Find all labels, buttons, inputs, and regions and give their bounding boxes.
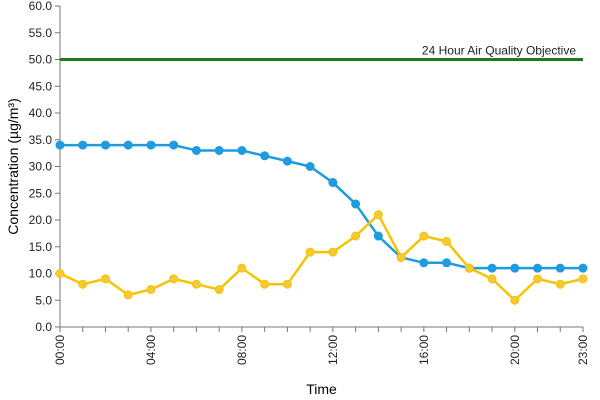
series-1-point [123, 140, 133, 150]
series-2-point [351, 231, 361, 241]
y-tick-label: 30.0 [29, 160, 53, 174]
y-axis-title: Concentration (µg/m³) [5, 98, 21, 234]
series-2-point [487, 274, 497, 284]
y-tick-label: 35.0 [29, 133, 53, 147]
series-1-point [260, 151, 270, 161]
series-1-point [191, 145, 201, 155]
x-tick-label: 12:00 [326, 335, 340, 365]
series-2 [55, 210, 588, 305]
series-1-point [442, 258, 452, 268]
series-2-point [442, 236, 452, 246]
x-tick-label: 23:00 [576, 335, 590, 365]
series-2-point [146, 285, 156, 295]
series-2-point [260, 279, 270, 289]
series-1-point [305, 162, 315, 171]
series-2-point [533, 274, 543, 284]
series-2-line [58, 213, 585, 302]
x-tick-label: 16:00 [417, 335, 431, 365]
series-1-point [78, 140, 88, 150]
series-2-point [373, 210, 383, 220]
series-2-point [123, 290, 133, 300]
series-1-point [282, 156, 292, 166]
series-2-point [328, 247, 338, 257]
series-1-point [555, 263, 565, 273]
series-1 [55, 140, 588, 273]
series-2-point [237, 263, 247, 273]
reference-line-label: 24 Hour Air Quality Objective [422, 44, 576, 58]
x-tick-label: 00:00 [53, 335, 67, 365]
x-tick-label: 04:00 [144, 335, 158, 365]
series-2-point [396, 252, 406, 262]
y-tick-label: 5.0 [35, 293, 52, 307]
series-1-point [55, 140, 65, 150]
series-1-point [487, 263, 497, 273]
series-2-point [100, 274, 110, 284]
series-1-point [146, 140, 156, 150]
x-axis-title: Time [306, 381, 337, 397]
y-tick-label: 60.0 [29, 0, 53, 13]
series-2-point [419, 231, 429, 241]
series-1-point [328, 178, 338, 188]
y-tick-label: 55.0 [29, 26, 53, 40]
y-tick-label: 25.0 [29, 186, 53, 200]
series-2-point [55, 269, 65, 278]
series-1-point [533, 263, 543, 273]
x-tick-label: 20:00 [508, 335, 522, 365]
series-2-point [191, 279, 201, 289]
reference-line-group: 24 Hour Air Quality Objective [60, 44, 583, 61]
y-tick-label: 20.0 [29, 213, 53, 227]
y-tick-label: 50.0 [29, 53, 53, 67]
series-2-point [578, 274, 588, 284]
series-2-point [464, 263, 474, 273]
y-tick-label: 10.0 [29, 267, 53, 281]
y-tick-label: 45.0 [29, 79, 53, 93]
series-2-point [510, 295, 520, 305]
y-tick-label: 40.0 [29, 106, 53, 120]
y-tick-label: 15.0 [29, 240, 53, 254]
series-1-point [510, 263, 520, 273]
series-layer [55, 140, 588, 305]
series-1-point [578, 263, 588, 273]
y-tick-label: 0.0 [35, 320, 52, 334]
series-2-point [555, 279, 565, 289]
series-1-point [419, 258, 429, 268]
series-1-point [373, 231, 383, 241]
series-1-point [214, 145, 224, 155]
series-2-point [305, 247, 315, 257]
series-1-point [169, 140, 179, 150]
series-2-point [214, 285, 224, 295]
series-2-point [169, 274, 179, 284]
y-axis-ticks: 0.0 5.0 10.0 15.0 20.0 25.0 30.0 35.0 40.0 45.0 50… [29, 0, 60, 334]
series-1-point [351, 199, 361, 209]
x-axis-ticks: 00:00 04:00 08:00 12:00 16:00 20:00 23:00 [53, 327, 590, 365]
series-1-point [237, 145, 247, 155]
series-2-point [282, 279, 292, 289]
series-2-point [78, 279, 88, 289]
series-1-line [58, 143, 585, 270]
x-tick-label: 08:00 [235, 335, 249, 365]
series-1-point [100, 140, 110, 150]
